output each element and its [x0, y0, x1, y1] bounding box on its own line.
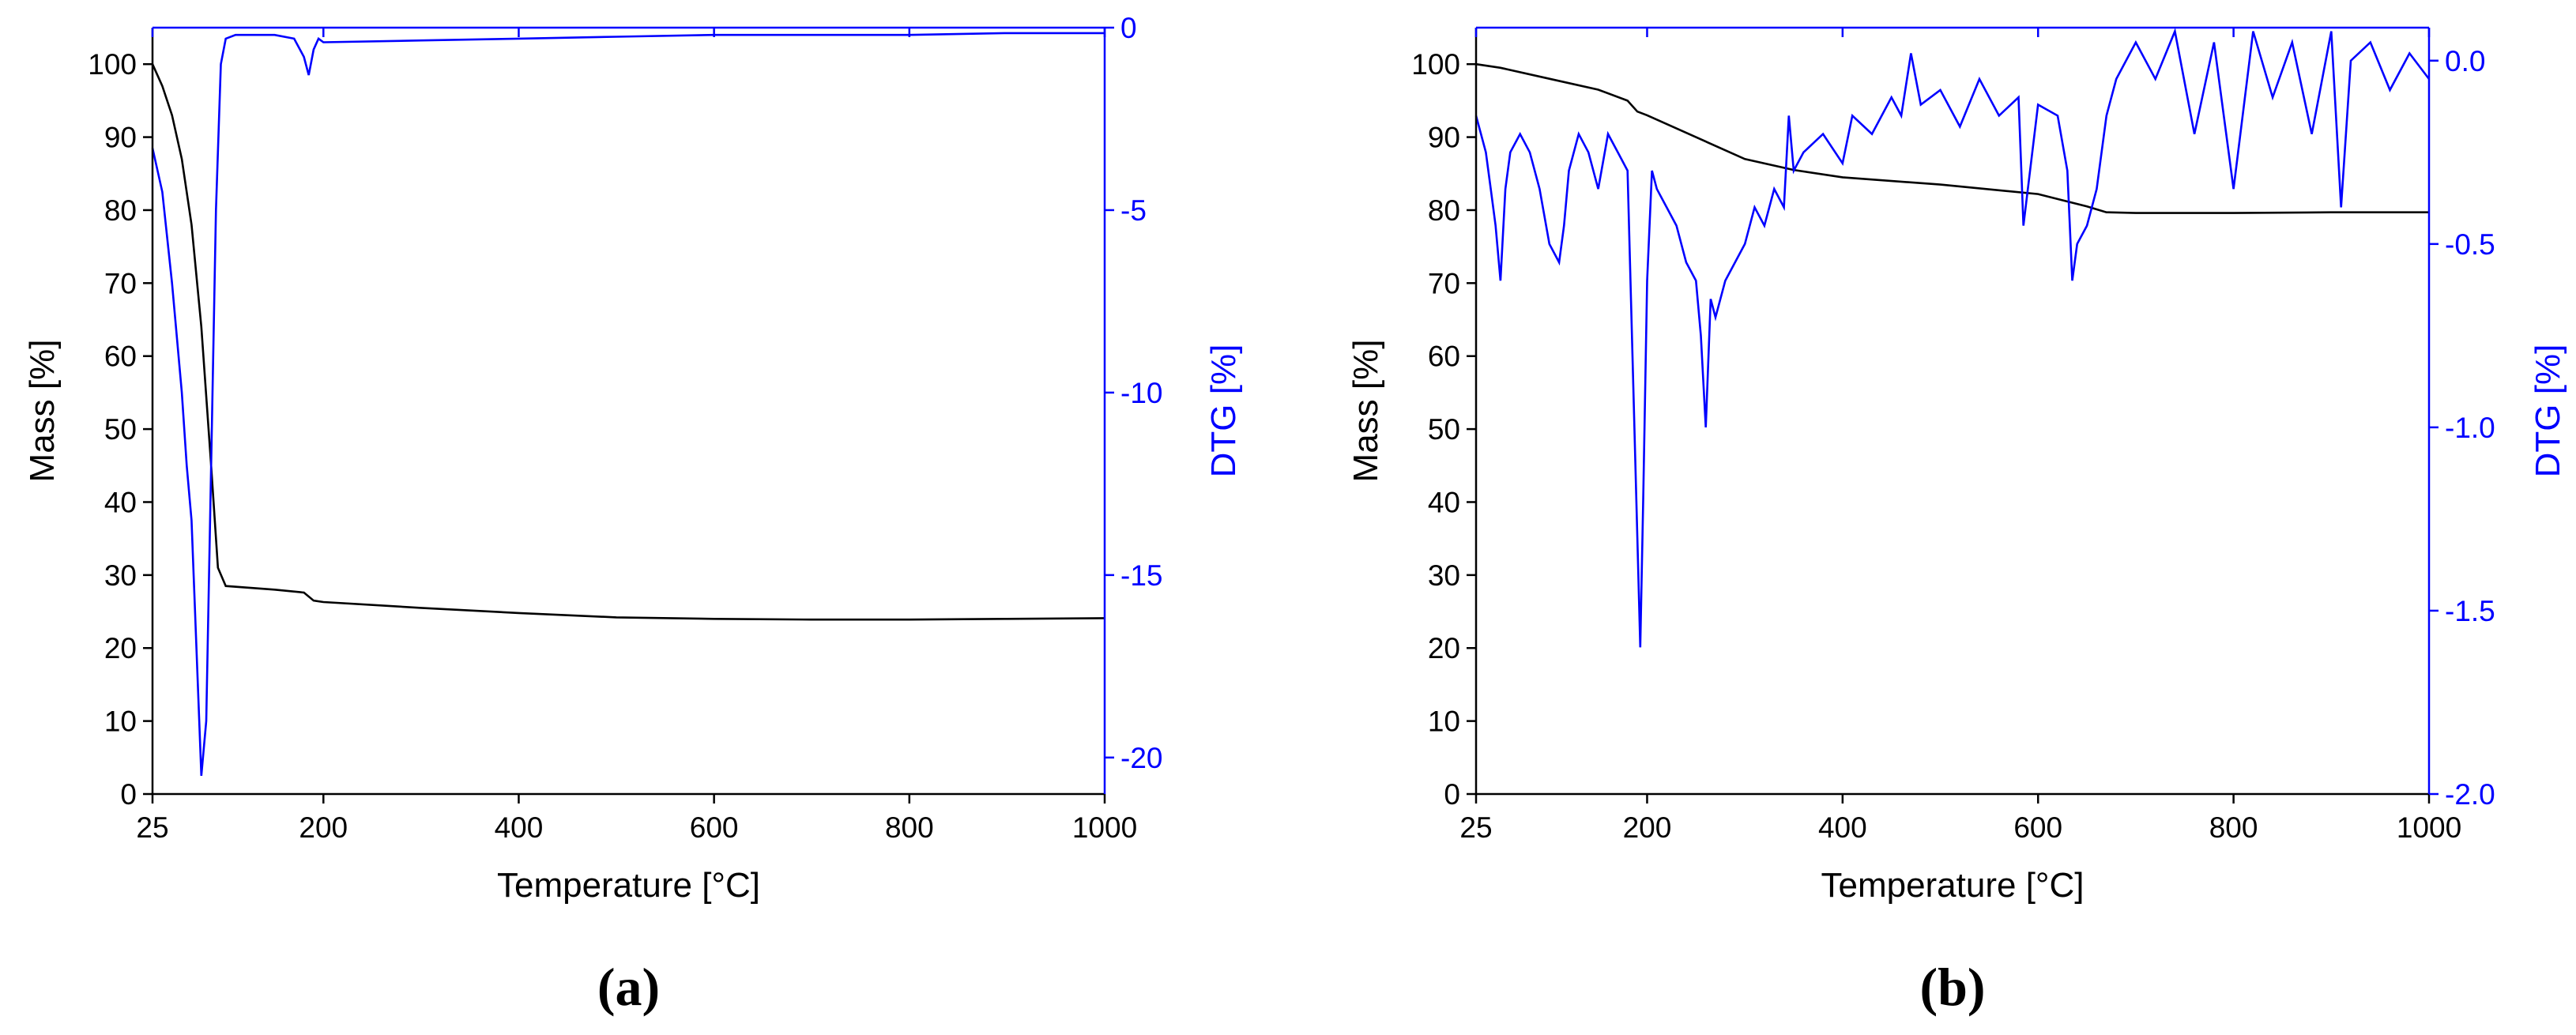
x-tick-label: 800	[2209, 811, 2258, 844]
y2-tick-label: -0.5	[2445, 228, 2495, 261]
x-tick-label: 600	[690, 811, 739, 844]
x-axis-title: Temperature [°C]	[1821, 866, 2084, 905]
y-tick-label: 60	[1428, 341, 1460, 373]
y2-tick-label: -15	[1120, 559, 1162, 592]
y2-axis-title: DTG [%]	[1204, 344, 1243, 478]
y-tick-label: 30	[104, 559, 137, 592]
y-tick-label: 50	[1428, 413, 1460, 446]
y-tick-label: 0	[120, 778, 137, 811]
caption: (b)	[1919, 957, 1985, 1017]
x-tick-label: 400	[1818, 811, 1867, 844]
x-tick-label: 200	[1623, 811, 1672, 844]
x-tick-label: 600	[2013, 811, 2062, 844]
y-axis-title: Mass [%]	[23, 340, 62, 483]
y2-tick-label: -5	[1120, 194, 1147, 227]
y-tick-label: 0	[1444, 778, 1460, 811]
data-line	[151, 63, 1105, 621]
y-tick-label: 50	[104, 413, 137, 446]
y2-tick-label: -10	[1120, 377, 1162, 409]
x-tick-label: 200	[299, 811, 348, 844]
caption: (a)	[597, 957, 660, 1017]
y-tick-label: 10	[1428, 706, 1460, 738]
y-tick-label: 90	[104, 122, 137, 154]
y-tick-label: 80	[1428, 194, 1460, 227]
y2-tick-label: -1.5	[2445, 595, 2495, 627]
y-tick-label: 30	[1428, 559, 1460, 592]
y2-tick-label: -20	[1120, 742, 1162, 774]
x-tick-label: 1000	[1072, 811, 1137, 844]
x-tick-label: 25	[1459, 811, 1492, 844]
y2-axis-title: DTG [%]	[2529, 344, 2567, 478]
y-tick-label: 90	[1428, 122, 1460, 154]
y-tick-label: 20	[104, 632, 137, 664]
x-tick-label: 400	[495, 811, 544, 844]
data-line	[1474, 28, 2431, 648]
y-tick-label: 20	[1428, 632, 1460, 664]
y-tick-label: 80	[104, 194, 137, 227]
y-axis-title: Mass [%]	[1346, 340, 1385, 483]
x-tick-label: 25	[136, 811, 168, 844]
data-line	[151, 32, 1105, 777]
y-tick-label: 40	[1428, 486, 1460, 518]
x-tick-label: 1000	[2397, 811, 2461, 844]
y-tick-label: 100	[1411, 48, 1460, 81]
y2-tick-label: -1.0	[2445, 412, 2495, 444]
y-tick-label: 70	[104, 267, 137, 299]
y-tick-label: 60	[104, 341, 137, 373]
x-axis-title: Temperature [°C]	[497, 866, 760, 905]
data-line	[1475, 62, 2429, 214]
y2-tick-label: 0.0	[2445, 45, 2485, 77]
y2-tick-label: 0	[1120, 12, 1137, 44]
y-tick-label: 10	[104, 706, 137, 738]
x-tick-label: 800	[885, 811, 934, 844]
y-tick-label: 40	[104, 486, 137, 518]
y2-tick-label: -2.0	[2445, 778, 2495, 811]
y-tick-label: 70	[1428, 267, 1460, 299]
y-tick-label: 100	[88, 48, 137, 81]
